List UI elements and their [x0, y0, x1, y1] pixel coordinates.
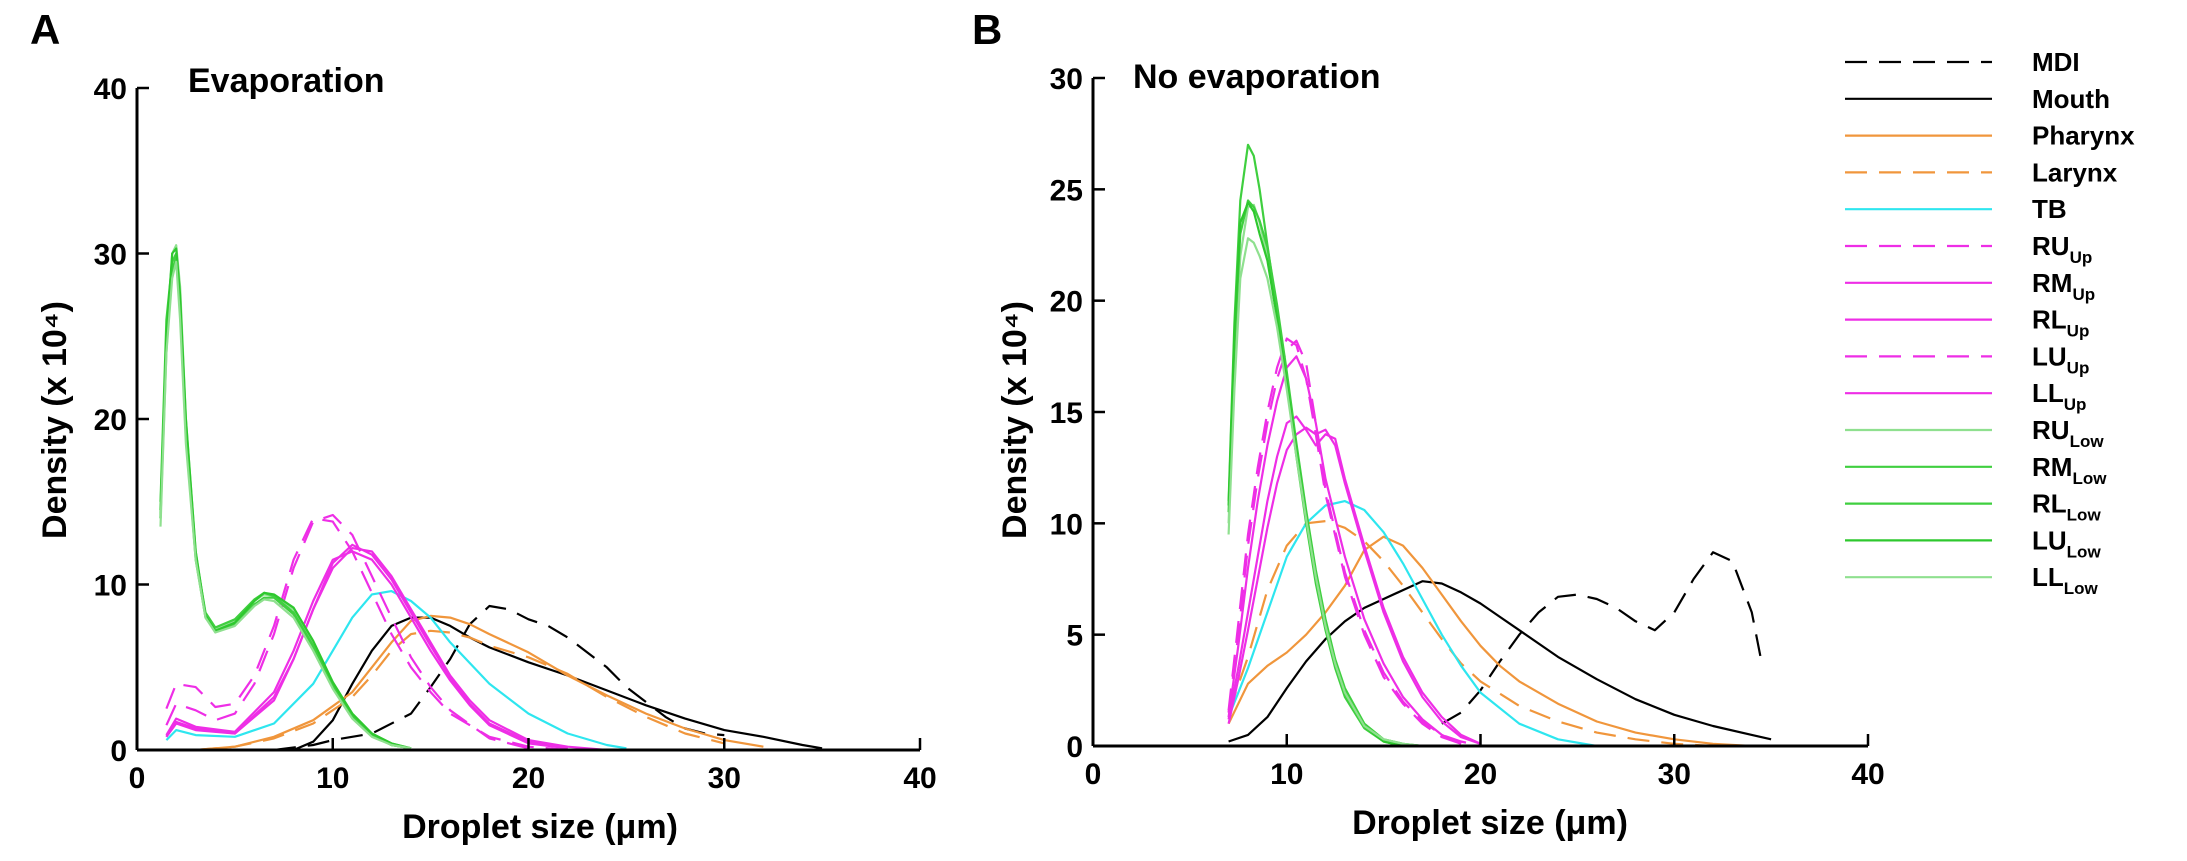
- panel-b-x-tick-label: 10: [1270, 758, 1303, 791]
- panel-a-series-pharynx: [195, 614, 764, 752]
- panel-a-y-tick-label: 10: [94, 570, 127, 603]
- panel-b-x-tick-label: 40: [1851, 758, 1884, 791]
- panel-b-y-tick-label: 30: [1050, 63, 1083, 96]
- legend-item-ll-up: LLUp: [1845, 378, 2086, 414]
- panel-a-series-mouth: [293, 616, 823, 752]
- panel-a-letter: A: [30, 6, 60, 53]
- legend-label: RLUp: [2032, 305, 2089, 341]
- panel-b-series-mdi: [1441, 551, 1763, 725]
- panel-b-plot-area: 0 10 20 30 40 0 5 10 15 20 25 30: [1050, 63, 1885, 791]
- panel-a-series-ll-up: [165, 550, 568, 750]
- panel-b-title: No evaporation: [1133, 58, 1380, 96]
- panel-b-series-larynx: [1227, 519, 1714, 748]
- panel-b-letter: B: [972, 6, 1002, 53]
- panel-a-y-axis-label: Density (x 10⁴): [36, 301, 74, 539]
- legend-item-mdi: MDI: [1845, 47, 2080, 77]
- panel-a-series-rl-up: [165, 543, 568, 750]
- panel-b-series-rl-low: [1227, 199, 1423, 748]
- panel-a-series-ll-low: [159, 260, 412, 750]
- panel-b-series-ll-up: [1227, 426, 1481, 745]
- panel-b-x-tick-label: 20: [1464, 758, 1497, 791]
- panel-a-x-tick-label: 10: [316, 762, 349, 795]
- panel-b-y-axis-label: Density (x 10⁴): [996, 301, 1034, 539]
- legend-item-ru-up: RUUp: [1845, 231, 2092, 267]
- legend-item-lu-low: LULow: [1845, 525, 2101, 561]
- legend-item-ru-low: RULow: [1845, 415, 2104, 451]
- legend-label: MDI: [2032, 47, 2080, 77]
- panel-b-series-rm-up: [1227, 415, 1481, 745]
- panel-a-y-tick-label: 20: [94, 404, 127, 437]
- panel-b-x-axis-label: Droplet size (μm): [1352, 804, 1628, 842]
- legend-label: Larynx: [2032, 157, 2118, 187]
- panel-a-x-axis-label: Droplet size (μm): [402, 808, 678, 846]
- panel-a-y-tick-label: 40: [94, 73, 127, 106]
- legend-label: RMUp: [2032, 268, 2095, 304]
- panel-a-series-ru-up: [165, 517, 568, 752]
- panel-b-y-tick-label: 10: [1050, 508, 1083, 541]
- panel-b-y-tick-label: 20: [1050, 286, 1083, 319]
- panel-b-y-tick-label: 15: [1050, 397, 1083, 430]
- panel-a-series-tb: [165, 589, 627, 750]
- legend-item-rl-low: RLLow: [1845, 489, 2101, 525]
- legend-label: Pharynx: [2032, 121, 2135, 151]
- panel-b-y-tick-label: 0: [1066, 731, 1083, 764]
- panel-a: A Evaporation Droplet size (μm) Density …: [30, 6, 937, 846]
- panel-a-y-tick-label: 30: [94, 239, 127, 272]
- legend-label: LUUp: [2032, 341, 2089, 377]
- panel-b: B No evaporation Droplet size (μm) Densi…: [972, 6, 1885, 842]
- legend-item-lu-up: LUUp: [1845, 341, 2089, 377]
- panel-a-y-tick-label: 0: [110, 735, 127, 768]
- panel-a-plot-area: 0 10 20 30 40 0 10 20 30 40: [94, 73, 937, 795]
- legend-item-rl-up: RLUp: [1845, 305, 2089, 341]
- panel-a-series-lu-up: [165, 513, 529, 750]
- legend-item-tb: TB: [1845, 194, 2067, 224]
- legend-label: LULow: [2032, 525, 2101, 561]
- panel-a-x-tick-label: 0: [129, 762, 146, 795]
- panel-b-y-tick-label: 25: [1050, 174, 1083, 207]
- panel-b-series-lu-up: [1227, 337, 1462, 745]
- legend-label: LLUp: [2032, 378, 2086, 414]
- panel-b-x-tick-label: 30: [1658, 758, 1691, 791]
- panel-b-series-tb: [1227, 500, 1597, 748]
- legend-label: RLLow: [2032, 489, 2101, 525]
- panel-a-title: Evaporation: [188, 62, 384, 100]
- panel-b-series-mouth: [1228, 580, 1772, 743]
- legend-item-pharynx: Pharynx: [1845, 121, 2135, 151]
- legend-item-rm-up: RMUp: [1845, 268, 2095, 304]
- panel-a-x-tick-label: 30: [708, 762, 741, 795]
- panel-a-x-tick-label: 40: [903, 762, 936, 795]
- legend-label: Mouth: [2032, 84, 2110, 114]
- panel-b-series-ll-low: [1227, 237, 1423, 748]
- legend-item-ll-low: LLLow: [1845, 562, 2099, 598]
- legend-label: LLLow: [2032, 562, 2099, 598]
- panel-b-series-pharynx: [1227, 535, 1752, 748]
- legend-item-larynx: Larynx: [1845, 157, 2118, 187]
- panel-b-y-tick-label: 5: [1066, 620, 1083, 653]
- legend-label: TB: [2032, 194, 2067, 224]
- legend-label: RMLow: [2032, 452, 2107, 488]
- panel-a-series-lu-low: [159, 247, 412, 750]
- legend-item-rm-low: RMLow: [1845, 452, 2107, 488]
- panel-b-x-tick-label: 0: [1085, 758, 1102, 791]
- panel-a-x-tick-label: 20: [512, 762, 545, 795]
- legend-item-mouth: Mouth: [1845, 84, 2110, 114]
- panel-a-series-mdi: [273, 604, 725, 752]
- legend-label: RUUp: [2032, 231, 2092, 267]
- panel-b-series-ru-up: [1227, 339, 1481, 748]
- legend: MDIMouthPharynxLarynxTBRUUpRMUpRLUpLUUpL…: [1845, 47, 2135, 598]
- legend-label: RULow: [2032, 415, 2104, 451]
